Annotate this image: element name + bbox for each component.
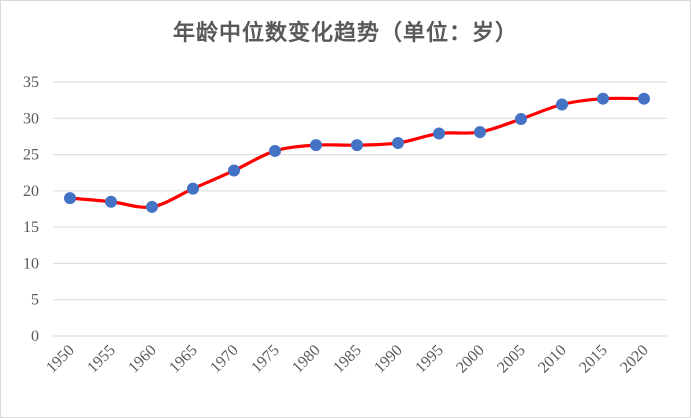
x-tick-label: 1950: [43, 342, 78, 377]
data-point-1965: [187, 182, 199, 195]
data-point-1980: [310, 139, 322, 152]
data-point-1960: [146, 200, 158, 213]
y-tick-label: 0: [31, 328, 39, 345]
x-tick-label: 1975: [248, 342, 283, 377]
data-point-1975: [269, 144, 281, 157]
data-point-1970: [228, 164, 240, 177]
data-markers: [64, 92, 650, 213]
x-axis-ticks: 1950 1955 1960 1965 1970 1975 1980 1985 1990 1995…: [43, 342, 652, 377]
data-point-2000: [474, 126, 486, 139]
data-point-2005: [515, 113, 527, 126]
chart-title: 年龄中位数变化趋势（单位：岁）: [172, 20, 518, 46]
data-point-1950: [64, 192, 76, 205]
y-tick-label: 35: [23, 74, 39, 91]
x-tick-label: 2020: [617, 342, 652, 377]
x-tick-label: 1970: [207, 342, 242, 377]
x-tick-label: 1965: [166, 342, 201, 377]
x-tick-label: 1955: [84, 342, 119, 377]
data-point-2010: [556, 98, 568, 111]
x-tick-label: 1995: [412, 342, 447, 377]
data-point-1985: [351, 139, 363, 152]
y-tick-label: 10: [23, 255, 39, 272]
x-tick-label: 1960: [125, 342, 160, 377]
data-point-1995: [433, 127, 445, 140]
x-tick-label: 2000: [453, 342, 488, 377]
data-point-1990: [392, 136, 404, 149]
x-tick-label: 1985: [330, 342, 365, 377]
x-tick-label: 2010: [535, 342, 570, 377]
y-tick-label: 20: [23, 183, 39, 200]
y-tick-label: 30: [23, 110, 39, 127]
data-point-1955: [105, 195, 117, 208]
x-tick-label: 2005: [494, 342, 529, 377]
x-tick-label: 1980: [289, 342, 324, 377]
x-tick-label: 2015: [576, 342, 611, 377]
y-tick-label: 15: [23, 219, 39, 236]
y-axis-ticks: 0 5 10 15 20 25 30 35: [23, 74, 39, 345]
data-point-2015: [597, 92, 609, 105]
data-point-2020: [638, 92, 650, 105]
y-tick-label: 5: [31, 292, 39, 309]
x-tick-label: 1990: [371, 342, 406, 377]
y-tick-label: 25: [23, 147, 39, 164]
gridlines: [53, 81, 667, 337]
